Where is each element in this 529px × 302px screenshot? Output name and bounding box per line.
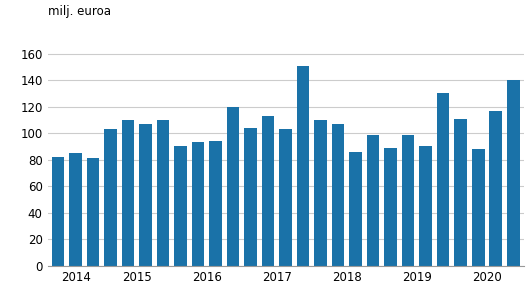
Bar bbox=[437, 93, 450, 266]
Bar bbox=[209, 141, 222, 266]
Bar bbox=[87, 158, 99, 266]
Bar bbox=[279, 129, 292, 266]
Bar bbox=[507, 80, 519, 266]
Bar bbox=[227, 107, 240, 266]
Text: milj. euroa: milj. euroa bbox=[48, 5, 111, 18]
Bar bbox=[192, 143, 204, 266]
Bar bbox=[139, 124, 152, 266]
Bar bbox=[122, 120, 134, 266]
Bar bbox=[52, 157, 65, 266]
Bar bbox=[454, 119, 467, 266]
Bar bbox=[385, 148, 397, 266]
Bar bbox=[367, 135, 379, 266]
Bar bbox=[244, 128, 257, 266]
Bar bbox=[69, 153, 82, 266]
Bar bbox=[104, 129, 117, 266]
Bar bbox=[402, 135, 415, 266]
Bar bbox=[472, 149, 485, 266]
Bar bbox=[489, 111, 502, 266]
Bar bbox=[349, 152, 362, 266]
Bar bbox=[419, 146, 432, 266]
Bar bbox=[262, 116, 275, 266]
Bar bbox=[314, 120, 327, 266]
Bar bbox=[332, 124, 344, 266]
Bar bbox=[157, 120, 169, 266]
Bar bbox=[297, 66, 309, 266]
Bar bbox=[175, 146, 187, 266]
